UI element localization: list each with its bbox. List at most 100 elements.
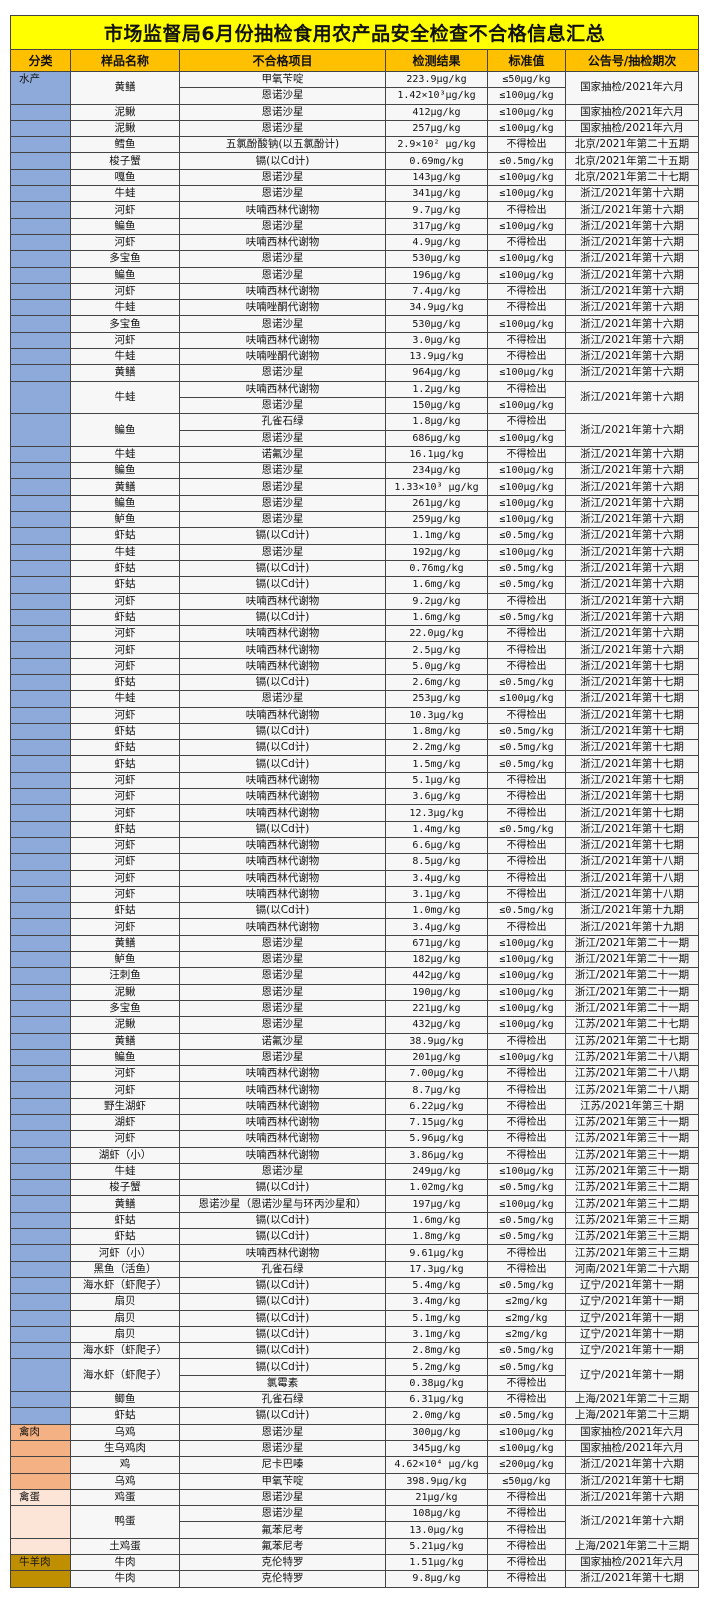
failed-item: 呋喃西林代谢物	[179, 885, 386, 904]
table-row: 恩诺沙星 150μg/kg ≤100μg/kg	[11, 396, 699, 415]
failed-item: 恩诺沙星	[179, 87, 386, 105]
category-cell	[10, 1032, 71, 1050]
table-row: 虾蛄 镉(以Cd计) 1.6mg/kg ≤0.5mg/kg 浙江/2021年第十六期	[10, 576, 700, 594]
standard-value: 不得检出	[487, 885, 566, 904]
sample-name: 土鸡蛋	[70, 1537, 180, 1556]
table-row: 鳊鱼 恩诺沙星 196μg/kg ≤100μg/kg 浙江/2021年第十六期	[10, 266, 700, 284]
report-sheet: 市场监督局6月份抽检食用农产品安全检查不合格信息汇总 分类 样品名称 不合格项目…	[9, 15, 700, 1588]
test-result: 317μg/kg	[385, 217, 488, 235]
sample-name: 泥鳅	[70, 1016, 180, 1034]
category-cell	[10, 380, 71, 415]
announcement-period: 国家抽检/2021年六月	[564, 103, 700, 121]
table-row: 海水虾（虾爬子） 镉(以Cd计) 5.2mg/kg ≤0.5mg/kg 辽宁/2021年…	[10, 1358, 700, 1393]
test-result: 1.4mg/kg	[385, 820, 488, 838]
table-row: 鲈鱼 恩诺沙星 259μg/kg ≤100μg/kg 浙江/2021年第十六期	[10, 511, 700, 529]
announcement-period: 浙江/2021年第十七期	[564, 673, 700, 692]
standard-value: ≤100μg/kg	[487, 1423, 566, 1441]
announcement-period: 浙江/2021年第十六期	[564, 511, 700, 529]
category-cell	[10, 217, 71, 235]
sample-name: 虾蛄	[70, 673, 180, 692]
standard-value: 不得检出	[487, 1081, 566, 1099]
table-row: 野生湖虾 呋喃西林代谢物 6.22μg/kg 不得检出 江苏/2021年第三十期	[10, 1097, 700, 1116]
sample-name: 河虾	[70, 592, 180, 610]
table-row: 虾蛄 镉(以Cd计) 0.76mg/kg ≤0.5mg/kg 浙江/2021年第十六期	[10, 559, 700, 578]
table-row: 多宝鱼 恩诺沙星 221μg/kg ≤100μg/kg 浙江/2021年第二十一期	[10, 999, 700, 1018]
table-row: 鲈鱼 恩诺沙星 182μg/kg ≤100μg/kg 浙江/2021年第二十一期	[10, 951, 700, 969]
sample-name: 牛蛙	[70, 348, 180, 366]
failed-item: 呋喃西林代谢物	[179, 706, 386, 724]
announcement-period: 浙江/2021年第十六期	[564, 576, 700, 594]
test-result: 2.0mg/kg	[385, 1407, 488, 1425]
table-row: 牛羊肉 牛肉 克伦特罗 1.51μg/kg 不得检出 国家抽检/2021年六月	[10, 1554, 700, 1572]
announcement-period: 国家抽检/2021年六月	[564, 1423, 700, 1441]
standard-value: 不得检出	[487, 1113, 566, 1132]
table-row: 鳊鱼 恩诺沙星 317μg/kg ≤100μg/kg 浙江/2021年第十六期	[10, 217, 700, 235]
category-cell	[10, 527, 71, 545]
failed-item: 恩诺沙星	[179, 999, 386, 1018]
test-result: 1.51μg/kg	[385, 1554, 488, 1572]
announcement-period: 浙江/2021年第十七期	[564, 755, 700, 773]
table-row: 河虾 呋喃西林代谢物 10.3μg/kg 不得检出 浙江/2021年第十七期	[10, 706, 700, 724]
announcement-period: 浙江/2021年第十六期	[564, 527, 700, 545]
table-row: 氯霉素 0.38μg/kg 不得检出	[11, 1374, 699, 1393]
test-result: 17.3μg/kg	[385, 1260, 488, 1278]
sample-name: 河虾	[70, 1081, 180, 1099]
sample-name: 河虾	[70, 625, 180, 643]
failed-item: 甲氧苄啶	[179, 70, 386, 89]
category-cell	[10, 999, 71, 1018]
test-result: 5.1μg/kg	[385, 771, 488, 790]
standard-value: ≤100μg/kg	[487, 1195, 566, 1213]
test-result: 261μg/kg	[385, 494, 488, 513]
category-cell	[10, 641, 71, 659]
standard-value: ≤100μg/kg	[487, 999, 566, 1018]
sample-name: 黄鳝	[70, 934, 180, 953]
standard-value: ≤2mg/kg	[487, 1293, 566, 1311]
test-result: 3.86μg/kg	[385, 1146, 488, 1164]
test-result: 190μg/kg	[385, 983, 488, 1001]
category-cell	[10, 233, 71, 252]
category-cell	[10, 576, 71, 594]
announcement-period: 辽宁/2021年第十一期	[564, 1293, 700, 1311]
table-row: 虾蛄 镉(以Cd计) 2.6mg/kg ≤0.5mg/kg 浙江/2021年第十七期	[10, 673, 700, 692]
test-result: 221μg/kg	[385, 999, 488, 1018]
failed-item: 尼卡巴嗪	[179, 1456, 386, 1474]
category-cell	[10, 1065, 71, 1083]
sample-name: 虾蛄	[70, 1407, 180, 1425]
table-row: 牛蛙 诺氟沙星 16.1μg/kg 不得检出 浙江/2021年第十六期	[10, 445, 700, 464]
standard-value: ≤100μg/kg	[487, 462, 566, 480]
failed-item: 镉(以Cd计)	[179, 1342, 386, 1360]
standard-value: 不得检出	[487, 331, 566, 350]
sample-name: 河虾	[70, 1130, 180, 1148]
test-result: 1.8μg/kg	[385, 413, 488, 431]
failed-item: 呋喃西林代谢物	[179, 1244, 386, 1262]
sample-name: 虾蛄	[70, 902, 180, 920]
sample-name: 鳊鱼	[70, 462, 180, 480]
announcement-period: 浙江/2021年第二十一期	[564, 999, 700, 1018]
table-row: 牛蛙 恩诺沙星 253μg/kg ≤100μg/kg 浙江/2021年第十七期	[10, 690, 700, 708]
failed-item: 恩诺沙星	[179, 462, 386, 480]
test-result: 442μg/kg	[385, 967, 488, 985]
announcement-period: 江苏/2021年第二十八期	[564, 1065, 700, 1083]
test-result: 6.22μg/kg	[385, 1097, 488, 1116]
category-cell	[10, 299, 71, 317]
category-cell	[10, 1472, 71, 1490]
announcement-period: 浙江/2021年第十六期	[564, 185, 700, 203]
test-result: 234μg/kg	[385, 462, 488, 480]
announcement-period: 江苏/2021年第三十一期	[564, 1113, 700, 1132]
table-row: 河虾 呋喃西林代谢物 12.3μg/kg 不得检出 浙江/2021年第十七期	[10, 804, 700, 822]
announcement-period: 浙江/2021年第二十一期	[564, 983, 700, 1001]
announcement-period: 江苏/2021年第二十八期	[564, 1048, 700, 1067]
test-result: 8.5μg/kg	[385, 853, 488, 871]
announcement-period: 浙江/2021年第十七期	[564, 690, 700, 708]
test-result: 2.9×10² μg/kg	[385, 136, 488, 154]
failed-item: 恩诺沙星	[179, 168, 386, 187]
failed-item: 呋喃西林代谢物	[179, 657, 386, 675]
table-row: 虾蛄 镉(以Cd计) 1.6mg/kg ≤0.5mg/kg 江苏/2021年第三十三期	[10, 1211, 700, 1230]
sample-name: 鸭蛋	[70, 1505, 180, 1539]
announcement-period: 浙江/2021年第十七期	[564, 739, 700, 757]
sample-name: 虾蛄	[70, 1228, 180, 1246]
sample-name: 牛蛙	[70, 1162, 180, 1181]
failed-item: 克伦特罗	[179, 1570, 386, 1588]
failed-item: 镉(以Cd计)	[179, 608, 386, 627]
table-row: 海水虾（虾爬子） 镉(以Cd计) 5.4mg/kg ≤0.5mg/kg 辽宁/2021年…	[10, 1276, 700, 1295]
